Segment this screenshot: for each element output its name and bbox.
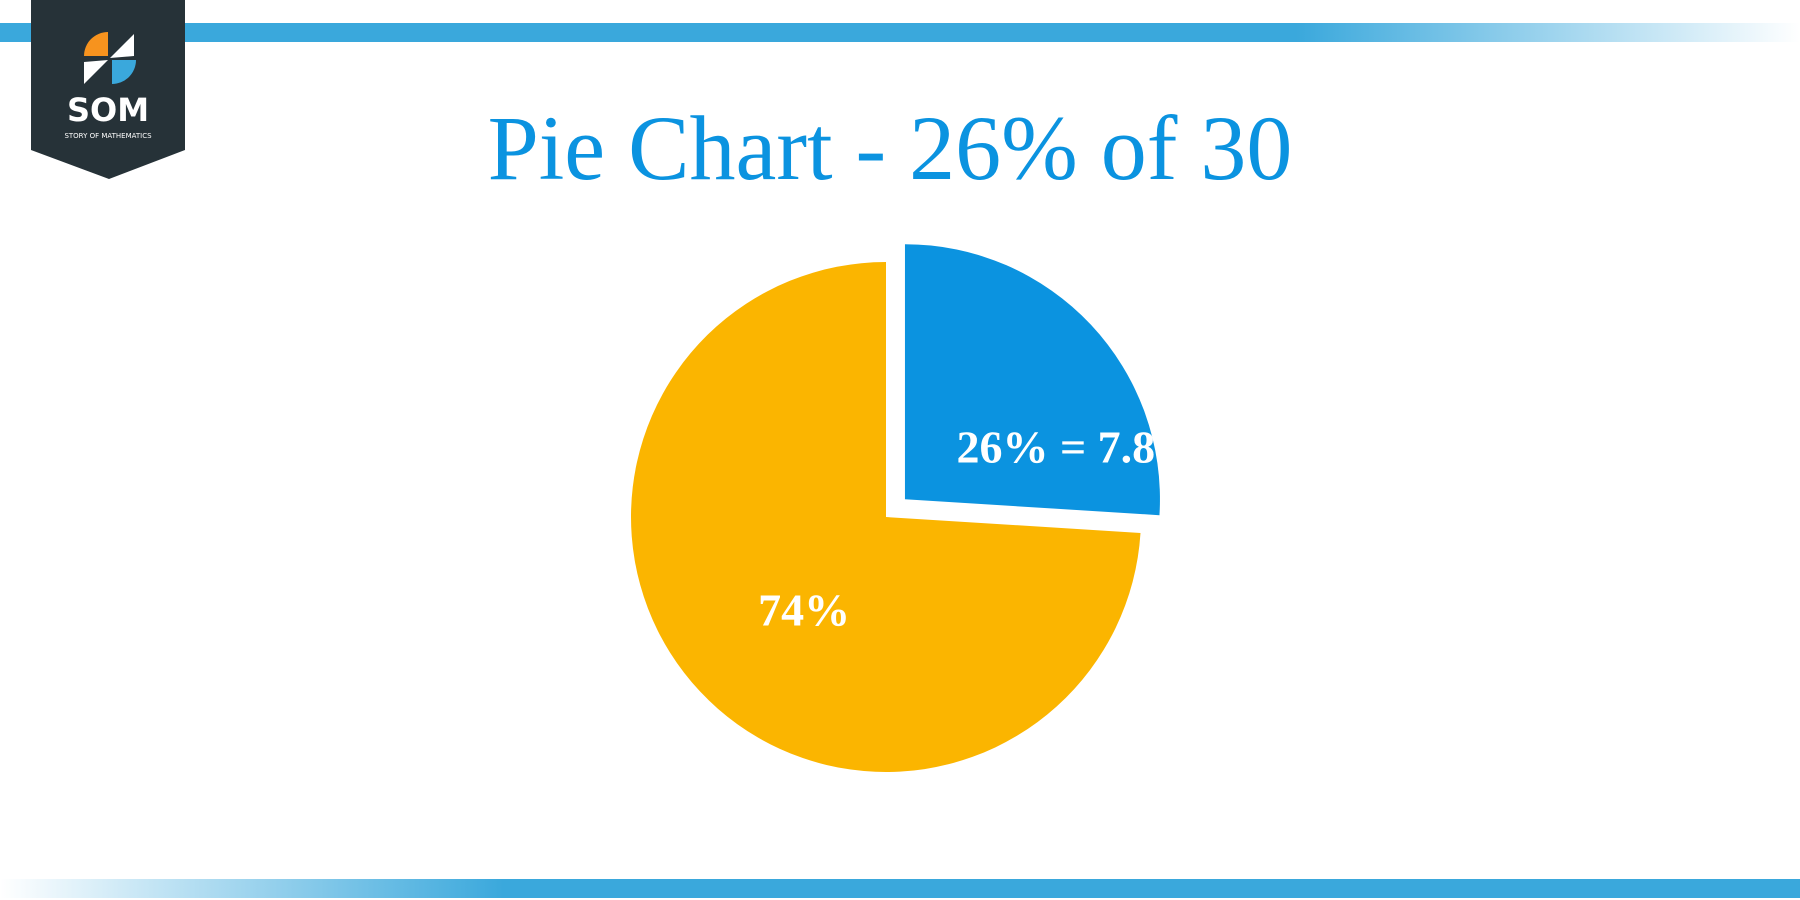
- pie-slice: [631, 262, 1141, 772]
- bottom-bar: [0, 879, 1800, 898]
- logo-subtext: STORY OF MATHEMATICS: [64, 132, 152, 140]
- logo-icon: [84, 34, 134, 84]
- value-label: 74%: [758, 584, 850, 635]
- logo-text: SOM: [67, 91, 149, 129]
- value-label: 26% = 7.8: [956, 421, 1155, 472]
- logo-icon: [112, 60, 136, 84]
- pie-slice: [904, 244, 1160, 516]
- top-bar: [0, 23, 1800, 42]
- logo-badge: [31, 0, 185, 179]
- logo: SOM STORY OF MATHEMATICS: [31, 0, 185, 179]
- logo-icon: [84, 32, 108, 56]
- chart-title: Pie Chart - 26% of 30: [488, 97, 1293, 199]
